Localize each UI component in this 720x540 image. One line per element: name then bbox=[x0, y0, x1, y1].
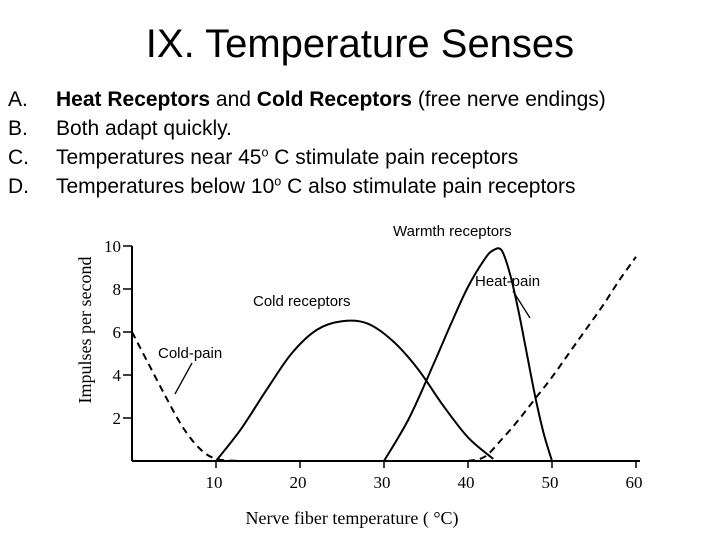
bullet-text: Temperatures near 45o C stimulate pain r… bbox=[56, 143, 518, 172]
chart-series bbox=[131, 247, 637, 462]
bullet-text-part: and bbox=[210, 88, 257, 111]
y-tick-label: 6 bbox=[113, 323, 122, 342]
heat-receptors-term: Heat Receptors bbox=[56, 88, 211, 111]
bullet-text: Heat Receptors and Cold Receptors (free … bbox=[56, 85, 606, 114]
chart-annotations: Warmth receptors Heat-pain Cold receptors C… bbox=[158, 223, 540, 395]
cold-receptors-label: Cold receptors bbox=[253, 293, 351, 310]
y-tick-label: 4 bbox=[113, 366, 122, 385]
bullet-text: Temperatures below 10o C also stimulate … bbox=[56, 172, 575, 201]
y-axis-label: Impulses per second bbox=[75, 257, 95, 404]
heat-pain-pointer bbox=[512, 290, 531, 319]
warmth-receptors-label: Warmth receptors bbox=[393, 223, 512, 240]
bullet-text-part: Temperatures near 45 bbox=[56, 146, 262, 169]
bullet-marker: A. bbox=[8, 88, 28, 111]
bullet-text-part: C also stimulate pain receptors bbox=[281, 175, 576, 198]
cold-receptors-curve bbox=[215, 319, 494, 462]
x-tick-label: 50 bbox=[542, 473, 559, 492]
heat-pain-label: Heat-pain bbox=[475, 273, 540, 290]
slide-title: IX. Temperature Senses bbox=[145, 22, 575, 66]
warmth-receptors-curve bbox=[383, 247, 553, 462]
cold-pain-label: Cold-pain bbox=[158, 345, 222, 362]
x-tick-label: 40 bbox=[458, 473, 475, 492]
x-axis-label: Nerve fiber temperature ( °C) bbox=[245, 508, 458, 529]
bullet-marker: B. bbox=[8, 117, 28, 140]
bullet-text-part: C stimulate pain receptors bbox=[268, 146, 519, 169]
heat-pain-curve bbox=[467, 256, 637, 462]
degree-superscript: o bbox=[274, 174, 282, 189]
chart-ticks: 2 4 6 8 10 10 20 30 40 50 60 bbox=[104, 237, 643, 492]
x-tick-label: 30 bbox=[374, 473, 391, 492]
bullet-text-part: (free nerve endings) bbox=[411, 88, 606, 111]
bullet-marker: D. bbox=[8, 175, 29, 198]
x-tick-label: 20 bbox=[290, 473, 307, 492]
x-tick-label: 10 bbox=[206, 473, 223, 492]
y-tick-label: 8 bbox=[113, 280, 122, 299]
bullet-marker: C. bbox=[8, 146, 29, 169]
x-tick-label: 60 bbox=[626, 473, 643, 492]
y-tick-label: 2 bbox=[113, 409, 122, 428]
bullet-text-part: Temperatures below 10 bbox=[56, 175, 275, 198]
cold-receptors-term: Cold Receptors bbox=[256, 88, 412, 111]
cold-pain-pointer bbox=[174, 362, 193, 395]
bullet-text: Both adapt quickly. bbox=[56, 117, 232, 140]
degree-superscript: o bbox=[261, 145, 269, 160]
cold-pain-curve bbox=[131, 331, 242, 462]
y-tick-label: 10 bbox=[104, 237, 121, 256]
